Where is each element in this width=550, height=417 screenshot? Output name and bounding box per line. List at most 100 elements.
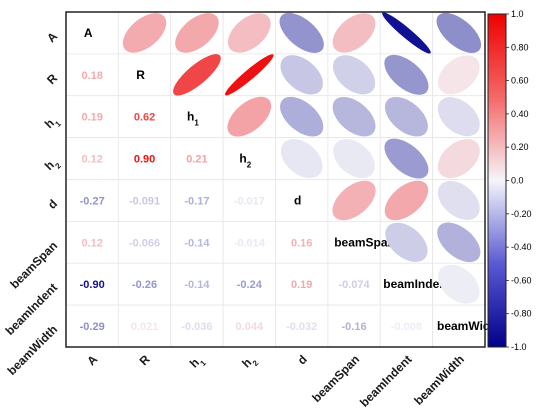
- correlation-ellipse: [384, 54, 429, 95]
- diagonal-label: d: [294, 193, 301, 207]
- correlation-value: -0.017: [234, 195, 265, 207]
- correlation-value: -0.032: [286, 321, 317, 333]
- x-tick-label: h2: [239, 352, 260, 373]
- x-tick-label: R: [137, 352, 153, 368]
- correlation-ellipse: [332, 96, 376, 137]
- grid-cell: [170, 220, 224, 264]
- grid-cell: [170, 95, 224, 139]
- correlation-value: 0.16: [291, 237, 312, 249]
- correlation-value: -0.26: [132, 279, 157, 291]
- correlation-value: -0.14: [184, 237, 210, 249]
- correlation-ellipse: [438, 264, 480, 304]
- colorbar-tick-label: 0.40: [511, 109, 529, 119]
- correlation-ellipse: [384, 180, 429, 221]
- colorbar-tick-label: -0.80: [511, 309, 532, 319]
- correlation-ellipse: [384, 96, 428, 137]
- correlation-value: -0.17: [184, 195, 209, 207]
- diagonal-label: h2: [239, 152, 251, 170]
- correlation-value: -0.24: [237, 279, 263, 291]
- grid-cell: [170, 304, 224, 348]
- grid-cell: [65, 11, 119, 55]
- heatmap-cells: [65, 11, 486, 348]
- grid-cell: [327, 304, 381, 348]
- colorbar-tick-label: 0.80: [511, 42, 529, 52]
- grid-cell: [117, 220, 172, 264]
- grid-cell: [117, 262, 172, 306]
- diagonal-label: h1: [187, 110, 199, 128]
- grid-cell: [327, 262, 381, 306]
- correlation-value: 0.021: [131, 321, 159, 333]
- correlation-ellipse: [122, 13, 167, 53]
- correlation-value: -0.036: [181, 321, 212, 333]
- diagonal-label: A: [84, 26, 93, 40]
- x-tick-label: h1: [187, 352, 208, 373]
- grid-cell: [117, 53, 172, 97]
- correlation-ellipse: [332, 13, 376, 53]
- correlation-value: -0.16: [342, 321, 367, 333]
- correlation-ellipse: [280, 55, 323, 95]
- correlation-value: -0.008: [391, 321, 422, 333]
- correlation-value: 0.19: [291, 279, 312, 291]
- correlation-value: 0.62: [134, 112, 155, 124]
- grid-cell: [275, 262, 329, 306]
- correlation-ellipse: [437, 55, 480, 95]
- correlation-ellipse: [437, 222, 481, 263]
- grid-cell: [275, 220, 329, 264]
- colorbar-tick-label: 0.0: [511, 176, 524, 186]
- y-tick-label: h2: [42, 154, 63, 175]
- correlation-ellipse: [227, 13, 271, 53]
- colorbar-tick-label: -0.60: [511, 275, 532, 285]
- grid-cell: [117, 137, 172, 180]
- y-tick-label: h1: [42, 113, 63, 134]
- correlation-value: 0.19: [81, 112, 102, 124]
- correlation-ellipse: [333, 139, 375, 179]
- correlation-value: -0.27: [80, 195, 105, 207]
- grid-cell: [65, 179, 119, 222]
- correlation-value: -0.14: [184, 279, 210, 291]
- grid-cell: [432, 304, 486, 348]
- correlation-ellipse: [437, 180, 480, 220]
- correlation-value: -0.90: [80, 279, 105, 291]
- correlation-ellipse: [173, 54, 221, 96]
- x-tick-label: A: [84, 352, 100, 368]
- correlation-value: -0.091: [129, 195, 160, 207]
- correlation-ellipse: [384, 138, 429, 179]
- correlation-ellipse: [436, 12, 482, 53]
- grid-cell: [275, 179, 329, 222]
- y-tick-label: A: [44, 29, 60, 45]
- plot-frame: [65, 11, 486, 348]
- correlation-value: 0.90: [134, 154, 155, 166]
- correlation-ellipse: [280, 139, 323, 179]
- correlation-ellipse: [225, 54, 274, 96]
- colorbar-gradient: [487, 13, 507, 348]
- correlation-ellipse: [382, 12, 431, 54]
- correlation-value: 0.12: [81, 237, 102, 249]
- correlation-value: -0.29: [80, 321, 105, 333]
- correlation-value: -0.014: [234, 237, 266, 249]
- colorbar-tick-label: -1.0: [511, 342, 527, 352]
- correlation-ellipse: [175, 13, 219, 53]
- correlation-value: 0.21: [186, 154, 207, 166]
- grid-cell: [222, 137, 276, 180]
- diagonal-label: R: [136, 68, 145, 82]
- diagonal-label: beamSpan: [334, 235, 395, 249]
- x-tick-label: beamSpan: [309, 352, 362, 405]
- correlation-ellipse: [227, 96, 272, 137]
- heatmap-marks: A 0.18 R 0.19 0.62 h1 0.12 0.90 0.21 h2 -0.27 -0.09…: [80, 12, 502, 333]
- correlation-value: 0.18: [81, 70, 102, 82]
- correlation-ellipse: [437, 139, 480, 179]
- colorbar-tick-label: 1.0: [511, 9, 524, 19]
- correlation-ellipse: [280, 96, 324, 137]
- y-tick-label: d: [45, 197, 60, 212]
- correlation-ellipse: [332, 180, 376, 221]
- colorbar: -1.0 -0.80 -0.60 -0.40 -0.20 0.0 0.20 0.40 0.60 0…: [487, 9, 532, 352]
- correlation-value: -0.074: [338, 279, 370, 291]
- correlation-value: -0.066: [129, 237, 160, 249]
- colorbar-ticks: -1.0 -0.80 -0.60 -0.40 -0.20 0.0 0.20 0.40 0.60 0…: [506, 9, 532, 352]
- correlation-ellipse: [332, 55, 376, 95]
- diagonal-label: beamIndent: [383, 277, 450, 291]
- grid-cell: [170, 262, 224, 306]
- colorbar-tick-label: 0.20: [511, 142, 529, 152]
